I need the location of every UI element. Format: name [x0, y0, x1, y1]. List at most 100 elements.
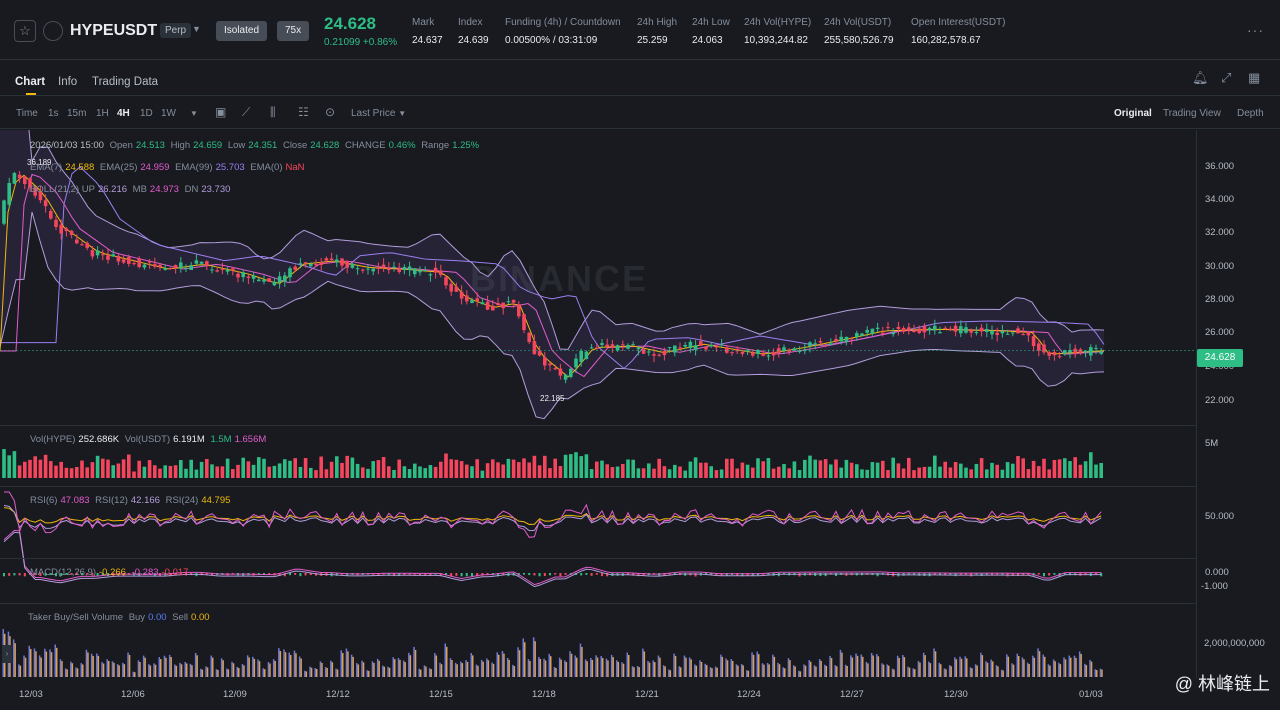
taker-sell-bar: [981, 655, 984, 677]
leverage-button[interactable]: 75x: [277, 21, 310, 41]
taker-buy-bar: [813, 665, 816, 677]
taker-sell-bar: [581, 646, 583, 677]
volume-bar: [1063, 458, 1067, 478]
taker-buy-bar: [38, 655, 41, 677]
price-tick: 30.000: [1205, 261, 1235, 272]
interval-1s[interactable]: 1s: [48, 108, 59, 119]
taker-sell-bar: [102, 663, 105, 677]
symbol-name[interactable]: HYPEUSDT: [70, 22, 158, 39]
volume-bar: [673, 464, 677, 478]
volume-bar: [543, 455, 547, 478]
candle-body: [501, 302, 505, 309]
taker-buy-bar: [330, 660, 332, 677]
candle-body: [173, 265, 178, 268]
volume-bar: [730, 458, 734, 478]
volume-bar: [1026, 469, 1031, 478]
candle-type-icon[interactable]: ⫼: [270, 105, 276, 119]
candle-body: [569, 368, 573, 377]
macd-hist-bar: [55, 573, 57, 577]
volume-bar: [64, 467, 69, 478]
candle-body: [106, 255, 110, 260]
interval-15m[interactable]: 15m: [67, 108, 87, 119]
taker-sell-bar: [498, 654, 500, 677]
candle-body: [428, 274, 433, 276]
interval-time[interactable]: Time: [16, 108, 38, 119]
margin-mode-button[interactable]: Isolated: [216, 21, 268, 41]
tab-info[interactable]: Info: [58, 76, 78, 88]
view-original[interactable]: Original: [1114, 108, 1152, 119]
candle-body: [615, 345, 620, 351]
taker-sell-bar: [466, 661, 469, 677]
expand-icon[interactable]: ⤢: [1221, 70, 1232, 85]
coin-icon: [43, 21, 63, 41]
volume-bar: [116, 463, 121, 478]
interval-dropdown-icon[interactable]: ▼: [190, 109, 198, 118]
settings-icon[interactable]: ⊙: [325, 105, 336, 119]
chart-tabs: Chart Info Trading Data 🔔︎ ⤢ ▦: [0, 60, 1280, 96]
taker-sell-bar: [986, 662, 989, 677]
volume-bar: [922, 466, 927, 478]
view-depth[interactable]: Depth: [1237, 108, 1264, 119]
macd-hist-bar: [741, 573, 744, 577]
candle-body: [251, 275, 256, 279]
candle-body: [667, 347, 672, 349]
interval-1w[interactable]: 1W: [161, 108, 176, 119]
volume-bar: [522, 458, 526, 478]
candle-body: [771, 351, 776, 356]
more-icon[interactable]: ···: [1247, 22, 1264, 38]
taker-sell-bar: [128, 654, 131, 677]
volume-bar: [75, 467, 79, 478]
volume-bar: [605, 464, 609, 478]
volume-bar: [90, 462, 95, 478]
calendar-icon[interactable]: ▣: [215, 105, 227, 119]
taker-buy-bar: [798, 670, 800, 677]
volume-bar: [168, 465, 173, 478]
taker-sell-bar: [950, 666, 952, 677]
chart-canvas[interactable]: [0, 130, 1196, 710]
macd-hist-bar: [549, 573, 551, 576]
taker-sell-bar: [565, 662, 568, 677]
volume-bar: [350, 457, 355, 478]
candle-body: [116, 255, 121, 262]
candle-body: [1078, 349, 1083, 353]
taker-sell-bar: [243, 665, 245, 677]
chevron-down-icon[interactable]: ▼: [192, 24, 201, 34]
tab-chart[interactable]: Chart: [15, 76, 46, 88]
taker-sell-bar: [248, 657, 250, 677]
interval-4h[interactable]: 4H: [117, 108, 130, 119]
volume-bar: [225, 458, 230, 478]
tab-trading-data[interactable]: Trading Data: [92, 76, 159, 88]
candle-body: [766, 355, 771, 357]
star-icon[interactable]: ☆: [14, 20, 36, 42]
indicator-icon[interactable]: ⟋: [242, 105, 251, 119]
grid-icon[interactable]: ▦: [1248, 70, 1261, 85]
taker-sell-bar: [357, 664, 360, 677]
scroll-left-icon[interactable]: ›: [2, 645, 12, 663]
price-type-select[interactable]: Last Price ▼: [351, 108, 407, 119]
candle-body: [792, 348, 797, 351]
taker-buy-bar: [158, 657, 160, 677]
candle-body: [751, 352, 755, 356]
chart-area[interactable]: BINANCE 2026/01/03 15:00 Open 24.513 High…: [0, 130, 1280, 710]
macd-hist-bar: [564, 573, 567, 575]
view-trading-view[interactable]: Trading View: [1163, 108, 1221, 119]
taker-buy-bar: [75, 667, 77, 677]
interval-1d[interactable]: 1D: [140, 108, 153, 119]
interval-1h[interactable]: 1H: [96, 108, 109, 119]
taker-sell-bar: [638, 667, 640, 677]
macd-hist-bar: [627, 573, 629, 576]
bell-icon[interactable]: 🔔︎: [1192, 70, 1209, 85]
candle-body: [652, 354, 656, 356]
taker-buy-bar: [532, 637, 535, 677]
candle-body: [49, 210, 53, 219]
taker-sell-bar: [409, 655, 412, 677]
candle-body: [80, 244, 84, 246]
taker-buy-bar: [870, 653, 873, 677]
drawing-icon[interactable]: ☷: [298, 105, 309, 119]
candle-body: [1016, 328, 1020, 334]
taker-sell-bar: [586, 661, 588, 677]
rsi-tick: 50.000: [1205, 511, 1235, 522]
macd-hist-bar: [393, 573, 395, 577]
macd-hist-bar: [335, 573, 338, 576]
taker-buy-bar: [1073, 655, 1076, 677]
